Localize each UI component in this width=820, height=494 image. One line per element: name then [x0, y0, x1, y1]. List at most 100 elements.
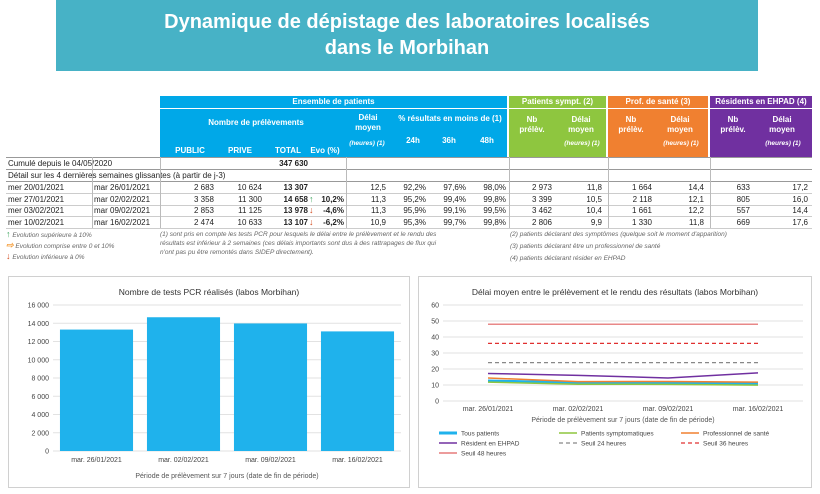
row-2-p_nb: 1 661: [631, 206, 652, 215]
row-0-p_delai: 14,4: [688, 183, 704, 192]
bar-y-tick-label: 2 000: [31, 430, 49, 437]
title-banner: Dynamique de dépistage des laboratoires …: [56, 0, 758, 71]
legend-down: ↓ Evolution inférieure à 0%: [6, 251, 85, 262]
line-y-tick-label: 0: [435, 399, 439, 406]
line-x-tick-label: mar. 09/02/2021: [643, 406, 694, 413]
legend-mid: ⇨ Evolution comprise entre 0 et 10%: [6, 240, 115, 251]
bar-chart-panel: Nombre de tests PCR réalisés (labos Morb…: [8, 276, 410, 488]
row-3-public: 2 474: [193, 217, 214, 227]
line-chart-title: Délai moyen entre le prélèvement et le r…: [471, 287, 759, 297]
row-2-evo: -4,6%: [323, 206, 344, 215]
col-pro-nb: Nb prélèv.: [618, 115, 644, 134]
row-1-h24: 95,2%: [403, 194, 426, 204]
legend-up: ↑ Evolution supérieure à 10%: [6, 229, 92, 240]
header-sympt: Patients sympt. (2): [509, 96, 606, 108]
line-y-tick-label: 50: [431, 319, 439, 326]
row-3-s_nb: 2 806: [531, 217, 552, 227]
bar-x-tick-label: mar. 26/01/2021: [71, 457, 122, 464]
line-x-axis-label: Période de prélèvement sur 7 jours (date…: [531, 417, 714, 424]
row-2-prive: 11 125: [238, 206, 262, 215]
bar-chart-title: Nombre de tests PCR réalisés (labos Morb…: [118, 287, 300, 297]
row-1-e_nb: 805: [736, 194, 750, 204]
rule: [6, 216, 812, 217]
row-0-delai: 12,5: [370, 183, 386, 192]
col-public: PUBLIC: [175, 146, 205, 155]
legend-label-3: Résident en EHPAD: [461, 441, 520, 448]
row-3-e_delai: 17,6: [792, 217, 808, 227]
row-3-h36: 99,7%: [443, 217, 466, 227]
line-series-1: [487, 381, 759, 386]
row-0-total: 13 307: [283, 183, 308, 192]
bar-y-tick-label: 14 000: [28, 321, 50, 328]
row-1-p_delai: 12,1: [688, 194, 704, 204]
row-1-start: mer 27/01/2021: [8, 194, 65, 204]
row-0-h36: 97,6%: [443, 183, 466, 192]
row-2-s_nb: 3 462: [531, 206, 552, 215]
col-separator: [710, 157, 711, 228]
row-0-e_nb: 633: [736, 183, 750, 192]
row-1-h36: 99,4%: [443, 194, 466, 204]
row-0-s_nb: 2 973: [531, 183, 552, 192]
row-3-start: mer 10/02/2021: [8, 217, 65, 227]
subheader-pct: % résultats en moins de (1): [398, 114, 502, 123]
row-2-arrow-down-icon: ↓: [309, 205, 314, 215]
row-1-h48: 99,8%: [483, 194, 506, 204]
row-0-h48: 98,0%: [483, 183, 506, 192]
row-1-public: 3 358: [193, 194, 214, 204]
note-2: (2) patients déclarant des symptômes (qu…: [510, 231, 727, 238]
row-0-p_nb: 1 664: [631, 183, 652, 192]
row-3-h24: 95,3%: [403, 217, 426, 227]
row-1-delai: 11,3: [371, 194, 386, 204]
arrow-down-icon: ↓: [6, 251, 11, 261]
note-4: (4) patients déclarant résider en EHPAD: [510, 255, 626, 262]
arrow-up-icon: ↑: [6, 229, 11, 239]
col-ehpad-delai: Délai moyen: [769, 115, 795, 134]
line-x-tick-label: mar. 16/02/2021: [733, 406, 784, 413]
col-separator: [346, 157, 347, 228]
row-1-s_delai: 10,5: [586, 194, 602, 204]
row-2-e_nb: 557: [736, 206, 750, 215]
line-x-tick-label: mar. 26/01/2021: [463, 406, 514, 413]
subheader-sympt-bg: [509, 109, 606, 157]
line-y-tick-label: 30: [431, 351, 439, 358]
row-1-prive: 11 300: [238, 194, 262, 204]
col-48h: 48h: [480, 136, 494, 145]
legend-label-2: Professionnel de santé: [703, 431, 770, 438]
bar-y-tick-label: 6 000: [31, 394, 49, 401]
bar-x-tick-label: mar. 16/02/2021: [332, 457, 383, 464]
col-24h: 24h: [406, 136, 420, 145]
col-separator: [92, 157, 93, 228]
row-3-p_nb: 1 330: [631, 217, 652, 227]
bar-x-tick-label: mar. 02/02/2021: [158, 457, 209, 464]
line-series-0: [487, 379, 759, 386]
line-chart-panel: Délai moyen entre le prélèvement et le r…: [418, 276, 812, 488]
row-2-s_delai: 10,4: [586, 206, 602, 215]
legend-label-0: Tous patients: [461, 431, 500, 438]
row-1-end: mar 02/02/2021: [94, 194, 151, 204]
line-y-tick-label: 60: [431, 303, 439, 310]
row-3-e_nb: 669: [736, 217, 750, 227]
row-3-prive: 10 633: [237, 217, 262, 227]
subheader-heures: (heures) (1): [349, 140, 385, 147]
subheader-ensemble-bg: [160, 109, 507, 157]
col-ehpad-nb: Nb prélèv.: [720, 115, 746, 134]
row-0-e_delai: 17,2: [792, 183, 808, 192]
title-line-2: dans le Morbihan: [324, 37, 490, 59]
row-3-p_delai: 11,8: [689, 217, 704, 227]
line-chart: 0 10 20 30 40 50 60 mar. 26/01/2021 mar. 02/02/2…: [431, 303, 803, 458]
subheader-nb-prelevements: Nombre de prélèvements: [208, 118, 304, 127]
line-series-3: [487, 372, 759, 379]
rule: [6, 181, 812, 182]
bar-y-tick-label: 0: [45, 449, 49, 456]
col-separator: [608, 157, 609, 228]
bar-chart: 0 2 000 4 000 6 000 8 000 10 000 12 000 14 000 1…: [28, 303, 401, 480]
row-3-arrow-down-icon: ↓: [309, 216, 314, 227]
col-pro-heures: (heures) (1): [663, 140, 699, 147]
row-0-prive: 10 624: [237, 183, 262, 192]
subheader-pro-bg: [608, 109, 708, 157]
row-1-e_delai: 16,0: [792, 194, 808, 204]
bar-y-tick-label: 12 000: [28, 339, 50, 346]
row-0-public: 2 683: [193, 183, 214, 192]
col-sympt-heures: (heures) (1): [564, 140, 600, 147]
title-line-1: Dynamique de dépistage des laboratoires …: [164, 11, 650, 33]
